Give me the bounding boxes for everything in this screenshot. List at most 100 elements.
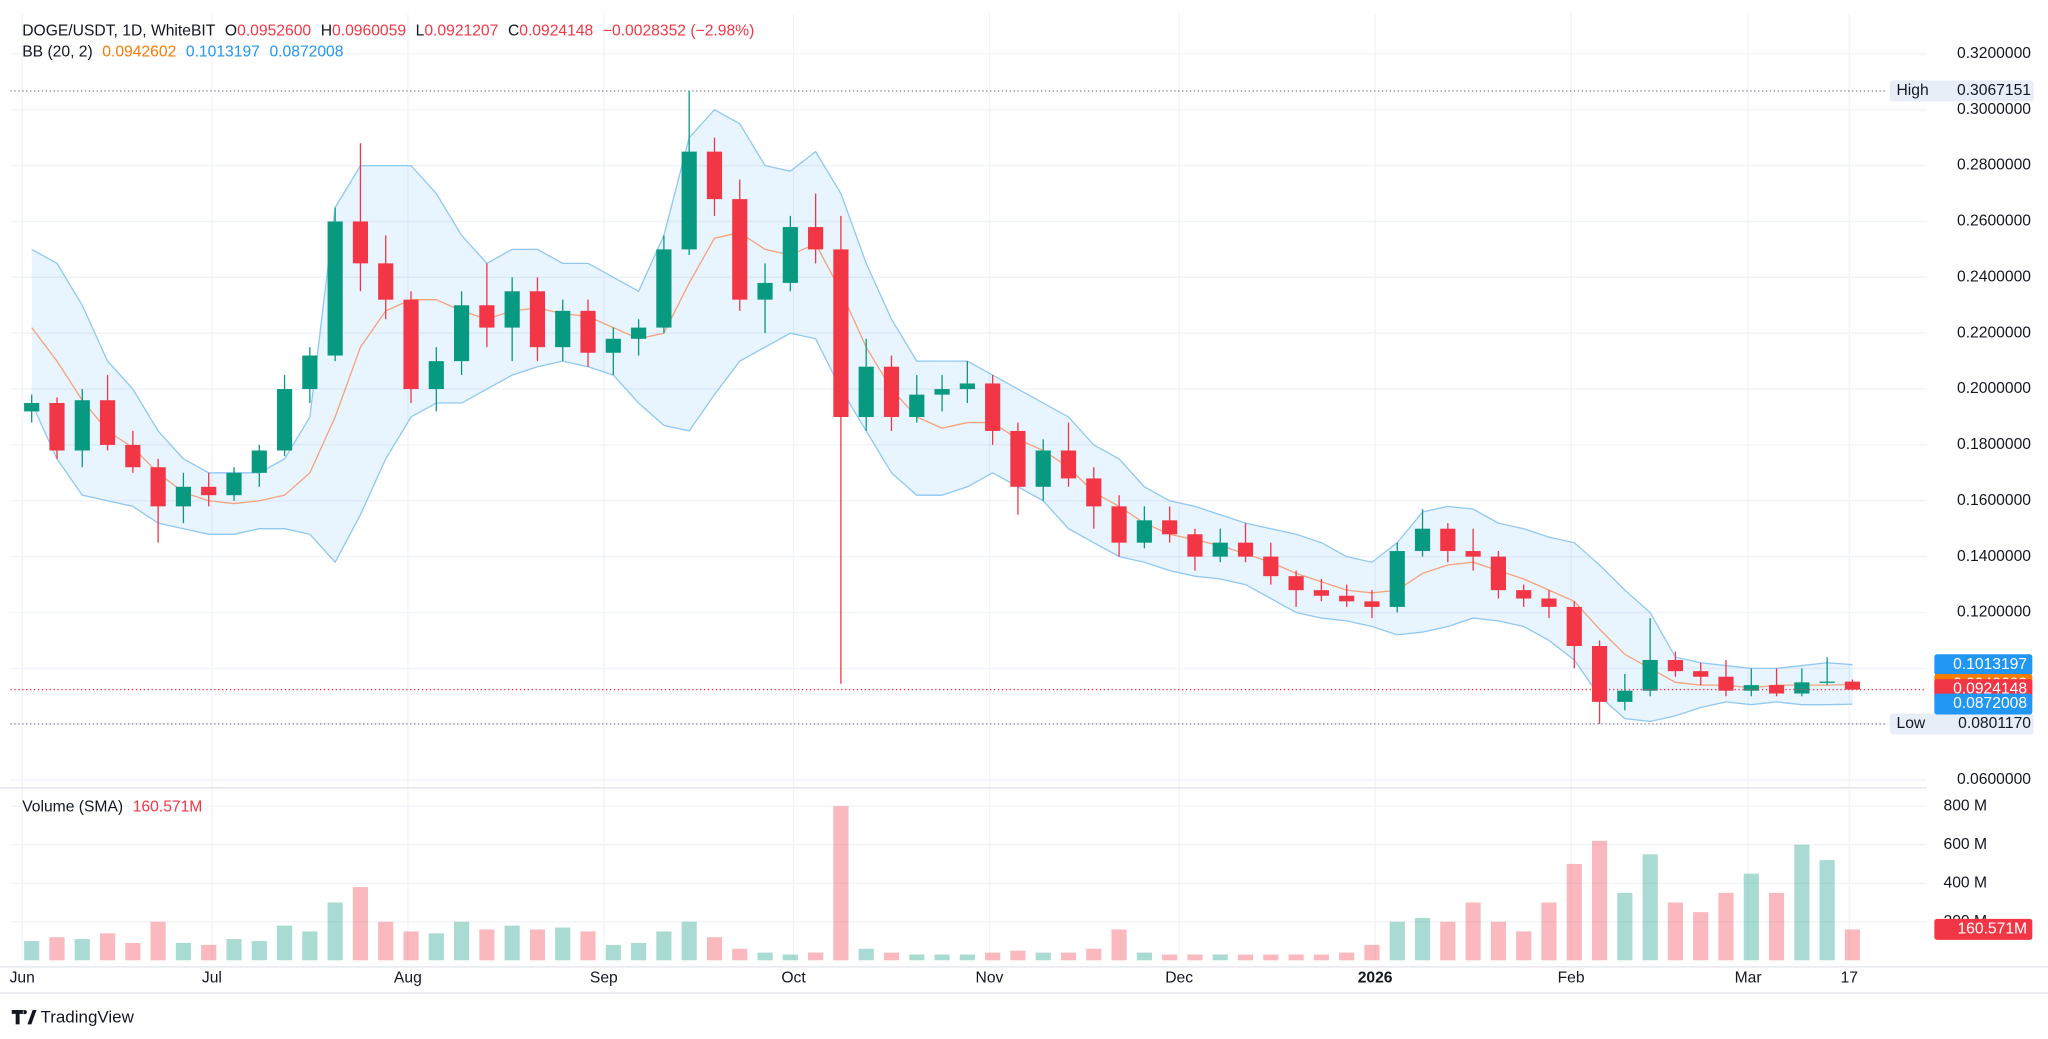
candle-body xyxy=(1364,601,1380,607)
candle-body xyxy=(1440,528,1456,552)
candle-body xyxy=(150,467,166,507)
volume-tick-label: 800 M xyxy=(1944,797,1988,814)
candle-body xyxy=(858,366,874,417)
h-key: H xyxy=(321,23,332,40)
change: −0.0028352 (−2.98%) xyxy=(603,23,754,40)
brand-name: TradingView xyxy=(40,1007,134,1026)
volume-bar xyxy=(1263,954,1279,961)
volume-bar xyxy=(1162,954,1178,961)
volume-bar xyxy=(605,944,621,961)
volume-bar xyxy=(1414,917,1431,961)
volume-bar xyxy=(1743,873,1759,961)
candle-body xyxy=(1667,659,1684,672)
volume-bar xyxy=(656,931,672,961)
volume-bar xyxy=(1440,921,1456,961)
candle-body xyxy=(1389,551,1405,607)
y-tick-label: 0.1800000 xyxy=(1957,436,2031,453)
candle-body xyxy=(428,361,444,390)
candle-body xyxy=(1794,682,1810,694)
candle-body xyxy=(985,383,1001,431)
candle-body xyxy=(352,221,369,264)
candle-body xyxy=(251,450,267,473)
candle-body xyxy=(732,199,748,300)
volume-bar xyxy=(959,954,975,961)
volume-badge-text: 160.571M xyxy=(1957,921,2027,938)
volume-bar xyxy=(1111,929,1127,961)
extreme-label: Low xyxy=(1896,715,1925,732)
plot xyxy=(10,90,1927,961)
volume-bar xyxy=(681,921,697,961)
candle-body xyxy=(1136,520,1152,543)
branding: TradingView xyxy=(11,1007,135,1026)
volume-bar xyxy=(1566,863,1582,961)
volume-bar xyxy=(1844,929,1861,961)
y-tick-label: 0.1600000 xyxy=(1957,492,2031,509)
x-tick-label: Mar xyxy=(1735,970,1762,987)
volume-bar xyxy=(1516,931,1532,961)
x-tick-label: Oct xyxy=(781,970,806,987)
candle-body xyxy=(909,394,925,417)
volume-bar xyxy=(1667,902,1684,961)
volume-bar xyxy=(1364,944,1380,961)
volume-bar xyxy=(706,937,723,961)
y-tick-label: 0.3200000 xyxy=(1957,45,2031,62)
y-tick-label: 0.2600000 xyxy=(1957,213,2031,230)
candle-body xyxy=(605,338,621,353)
volume-tick-label: 400 M xyxy=(1944,874,1988,891)
candle-body xyxy=(504,291,520,328)
volume-bar xyxy=(934,954,950,961)
volume-bar xyxy=(1237,954,1254,961)
volume-bar xyxy=(1060,952,1077,961)
extreme-value: 0.0801170 xyxy=(1958,715,2031,732)
volume-bar xyxy=(1339,952,1355,961)
candle-body xyxy=(757,282,773,300)
price-badge-text: 0.0872008 xyxy=(1953,695,2027,712)
candle-body xyxy=(1288,576,1304,591)
x-tick-label: Feb xyxy=(1558,970,1585,987)
volume-bar xyxy=(1794,844,1810,961)
candle-body xyxy=(529,291,546,348)
volume-bar xyxy=(782,954,798,961)
bb-lower-value: 0.0872008 xyxy=(269,44,343,61)
volume-bar xyxy=(276,925,293,961)
volume-bar xyxy=(732,948,748,961)
volume-title: Volume (SMA) xyxy=(22,799,123,816)
candle-body xyxy=(1237,542,1254,557)
x-tick-label: Sep xyxy=(590,970,618,987)
price-badge-text: 0.1013197 xyxy=(1953,656,2027,673)
volume-bar xyxy=(1768,892,1785,961)
volume-bar xyxy=(201,944,217,961)
candle-body xyxy=(302,355,318,390)
candle-body xyxy=(1591,646,1608,702)
bb-title: BB (20, 2) xyxy=(22,44,92,61)
candle-body xyxy=(226,472,242,496)
y-tick-label: 0.3000000 xyxy=(1957,101,2031,118)
candle-body xyxy=(555,310,571,348)
bb-upper-value: 0.1013197 xyxy=(186,44,260,61)
y-tick-label: 0.2800000 xyxy=(1957,157,2031,174)
candle-body xyxy=(1212,542,1228,557)
extreme-value: 0.3067151 xyxy=(1957,82,2031,99)
c-value: 0.0924148 xyxy=(519,23,593,40)
volume-bar xyxy=(327,902,343,961)
h-value: 0.0960059 xyxy=(332,23,406,40)
logo xyxy=(11,1009,37,1025)
volume-bar xyxy=(1136,952,1152,961)
candle-body xyxy=(24,403,40,412)
extreme-label: High xyxy=(1896,82,1928,99)
volume-bar xyxy=(403,931,419,961)
candle-body xyxy=(1086,478,1102,507)
volume-bar xyxy=(580,931,596,961)
candle-body xyxy=(479,305,495,328)
volume-bar xyxy=(985,952,1001,961)
candle-body xyxy=(1111,506,1127,543)
volume-bar xyxy=(631,942,647,961)
bb-legend: BB (20, 2) 0.0942602 0.1013197 0.0872008 xyxy=(22,44,344,61)
volume-bar xyxy=(175,942,192,961)
volume-bar xyxy=(49,937,65,961)
volume-bar xyxy=(150,921,166,961)
volume-bar xyxy=(1465,902,1481,961)
candle-body xyxy=(201,486,217,496)
